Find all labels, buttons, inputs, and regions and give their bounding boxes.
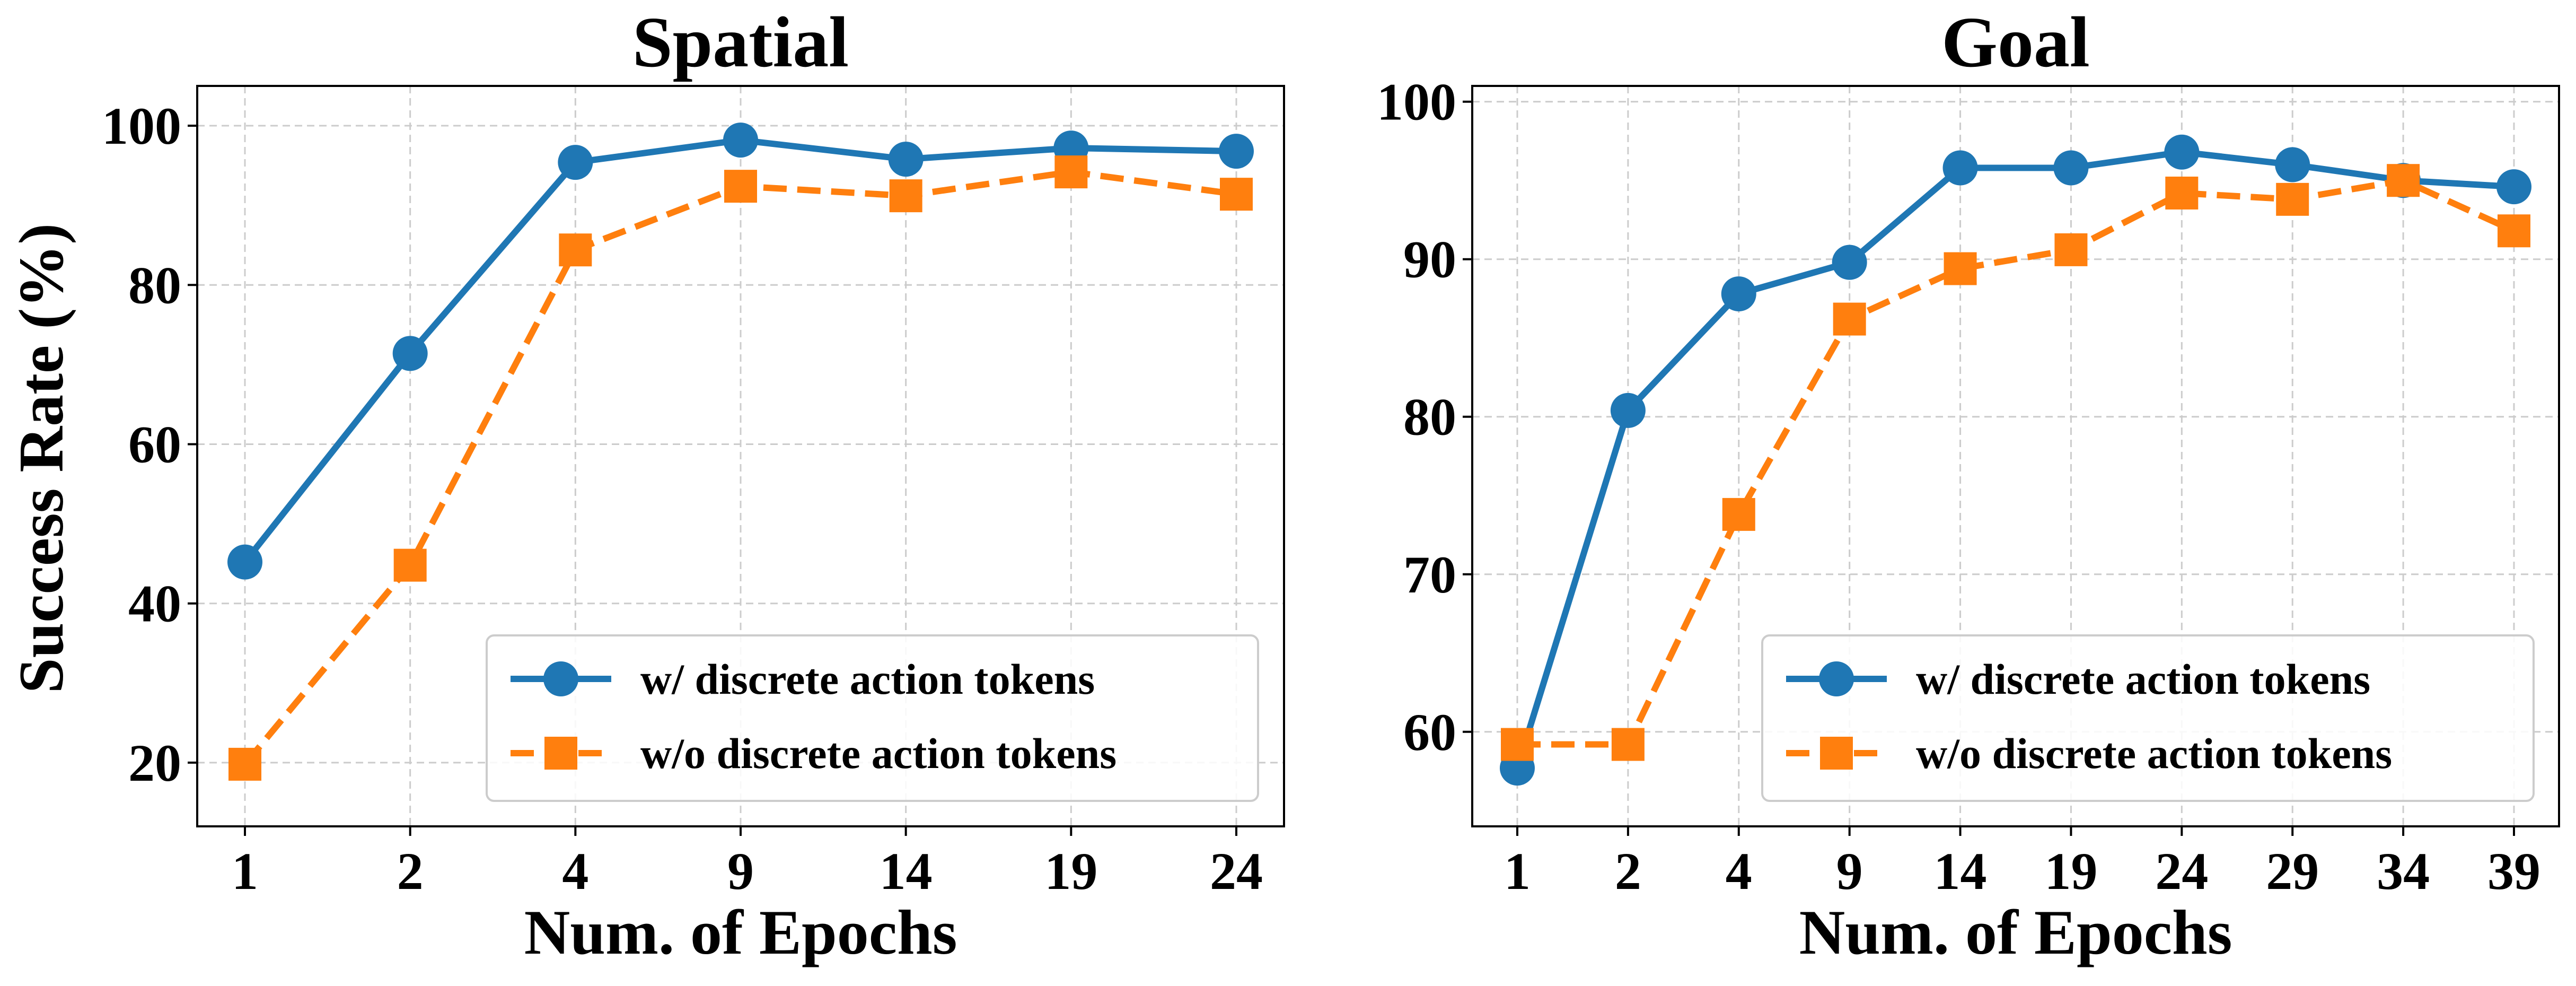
chart-title: Goal (1941, 3, 2090, 82)
series-line (1514, 149, 2515, 769)
x-tick-label: 14 (1934, 842, 1987, 901)
data-point (1610, 392, 1646, 428)
series-2 (1501, 164, 2530, 761)
plot-frame (196, 85, 1285, 827)
data-point (1832, 245, 1867, 280)
data-point (2164, 134, 2200, 170)
data-point (558, 145, 593, 180)
x-axis-label: Num. of Epochs (1799, 897, 2232, 967)
data-point (1722, 498, 1755, 531)
y-tick-label: 60 (128, 415, 181, 474)
legend-marker (543, 661, 578, 696)
chart-title: Spatial (632, 3, 849, 82)
x-axis-label: Num. of Epochs (524, 897, 957, 967)
legend: w/ discrete action tokens w/o discrete ac… (1761, 634, 2535, 802)
data-point (1833, 302, 1866, 336)
legend-marker (1820, 737, 1853, 770)
goal-panel: Goal Num. of Epochs 1 2 4 9 14 19 24 29 34 396070… (1377, 3, 2560, 967)
data-point (1501, 728, 1534, 761)
spatial-panel: Spatial Success Rate (%) Num. of Epochs … (6, 3, 1285, 967)
data-point (227, 544, 262, 580)
series-1 (227, 123, 1254, 580)
data-point (2387, 164, 2420, 197)
data-point (1611, 728, 1645, 761)
legend-label: w/ discrete action tokens (1916, 655, 2370, 703)
y-tick-label: 80 (1403, 388, 1456, 447)
legend-frame (486, 634, 1259, 802)
x-tick-label: 2 (1615, 842, 1641, 901)
x-tick-label: 4 (1726, 842, 1752, 901)
data-point (1721, 276, 1756, 312)
data-point (2276, 182, 2309, 216)
x-tick-label: 1 (232, 842, 258, 901)
data-point (393, 548, 427, 582)
x-tick-label: 14 (880, 842, 933, 901)
data-point (559, 233, 592, 267)
data-point (2275, 147, 2310, 182)
x-tick-label: 9 (727, 842, 754, 901)
data-point (1942, 150, 1978, 186)
legend-label: w/o discrete action tokens (1916, 729, 2392, 778)
legend-label: w/ discrete action tokens (640, 655, 1095, 703)
x-tick-label: 39 (2487, 842, 2540, 901)
y-axis-label: Success Rate (%) (6, 223, 76, 693)
data-point (2053, 150, 2089, 186)
y-tick-label: 60 (1403, 703, 1456, 762)
data-point (392, 336, 428, 371)
data-point (2498, 214, 2530, 248)
data-point (1220, 178, 1253, 211)
y-tick-label: 70 (1403, 545, 1456, 604)
data-point (2054, 233, 2088, 266)
x-tick-label: 24 (1210, 842, 1263, 901)
data-point (2496, 169, 2531, 205)
x-tick-label: 34 (2377, 842, 2430, 901)
data-point (2165, 176, 2199, 210)
plot-frame (1471, 85, 2560, 827)
y-tick-label: 40 (128, 574, 181, 633)
data-point (724, 170, 757, 203)
x-tick-label: 1 (1504, 842, 1531, 901)
x-tick-label: 29 (2266, 842, 2319, 901)
data-point (888, 142, 924, 177)
data-point (723, 123, 758, 158)
data-point (1054, 155, 1088, 189)
x-tick-label: 2 (397, 842, 424, 901)
legend-frame (1761, 634, 2535, 802)
data-point (1219, 134, 1254, 169)
x-tick-label: 19 (1044, 842, 1097, 901)
data-point (889, 179, 922, 213)
data-point (1944, 252, 1977, 285)
y-tick-label: 90 (1403, 230, 1456, 289)
series-line (1517, 177, 2516, 748)
series-2 (228, 155, 1253, 781)
y-tick-label: 100 (102, 97, 181, 155)
x-tick-label: 9 (1836, 842, 1863, 901)
y-tick-label: 80 (128, 256, 181, 315)
legend-marker (544, 737, 577, 770)
y-tick-label: 100 (1377, 73, 1456, 132)
x-tick-label: 24 (2155, 842, 2208, 901)
x-tick-label: 4 (562, 842, 588, 901)
x-tick-label: 19 (2044, 842, 2097, 901)
legend: w/ discrete action tokens w/o discrete ac… (486, 634, 1259, 802)
y-tick-label: 20 (128, 734, 181, 792)
legend-marker (1819, 661, 1854, 696)
data-point (228, 747, 261, 781)
legend-label: w/o discrete action tokens (640, 729, 1116, 778)
